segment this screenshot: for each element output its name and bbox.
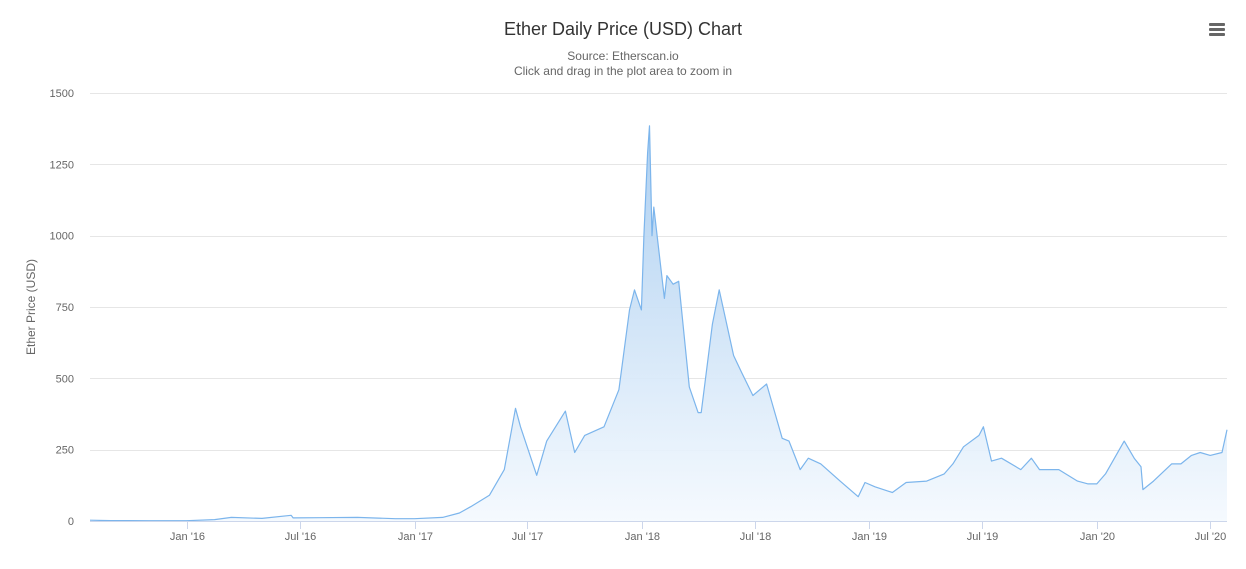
chart-zoom-hint: Click and drag in the plot area to zoom …: [514, 64, 732, 78]
x-tick-label: Jul '16: [285, 531, 316, 543]
chart-subtitle: Source: Etherscan.io: [567, 49, 679, 63]
y-tick-label: 0: [68, 516, 74, 528]
y-tick-label: 750: [56, 302, 74, 314]
x-tick-label: Jul '18: [740, 531, 771, 543]
x-axis-ticks: Jan '16 Jul '16 Jan '17 Jul '17 Jan '18 Jul '…: [170, 521, 1226, 543]
series-line: [89, 125, 1228, 522]
x-tick-label: Jan '18: [625, 531, 660, 543]
y-axis-title: Ether Price (USD): [24, 259, 38, 355]
y-tick-label: 250: [56, 445, 74, 457]
y-tick-label: 1250: [50, 159, 74, 171]
series-area: [90, 125, 1227, 522]
y-tick-label: 1000: [50, 231, 74, 243]
plot-area[interactable]: [89, 125, 1228, 522]
x-tick-label: Jul '19: [967, 531, 998, 543]
x-tick-label: Jul '20: [1195, 531, 1226, 543]
x-tick-label: Jul '17: [512, 531, 543, 543]
x-tick-label: Jan '20: [1080, 531, 1115, 543]
y-axis-ticks: 0 250 500 750 1000 1250 1500: [50, 88, 74, 528]
hamburger-menu-icon[interactable]: [1204, 18, 1230, 40]
x-tick-label: Jan '19: [852, 531, 887, 543]
x-tick-label: Jan '16: [170, 531, 205, 543]
x-tick-label: Jan '17: [398, 531, 433, 543]
chart-title: Ether Daily Price (USD) Chart: [504, 19, 742, 39]
y-tick-label: 500: [56, 373, 74, 385]
y-tick-label: 1500: [50, 88, 74, 100]
